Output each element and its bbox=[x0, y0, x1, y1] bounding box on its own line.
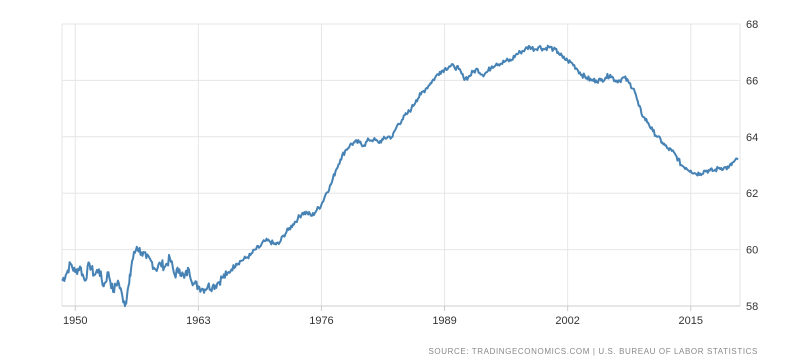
y-tick-label: 66 bbox=[746, 75, 758, 87]
x-tick-label: 1989 bbox=[432, 315, 456, 327]
series-line bbox=[61, 44, 739, 308]
y-tick-label: 64 bbox=[746, 132, 758, 144]
x-tick-label: 2002 bbox=[555, 315, 579, 327]
axes bbox=[61, 24, 741, 311]
grid bbox=[62, 23, 740, 307]
series-layer bbox=[61, 44, 739, 308]
tick-labels: 58 60 62 64 66 68 1950 1963 1976 1989 2002 2015 bbox=[63, 19, 758, 327]
x-tick-label: 1963 bbox=[186, 315, 210, 327]
y-tick-label: 68 bbox=[746, 19, 758, 31]
y-tick-label: 62 bbox=[746, 188, 758, 200]
y-tick-label: 60 bbox=[746, 245, 758, 257]
y-tick-label: 58 bbox=[746, 301, 758, 313]
x-tick-label: 2015 bbox=[679, 315, 703, 327]
x-tick-label: 1976 bbox=[309, 315, 333, 327]
source-note: SOURCE: TRADINGECONOMICS.COM | U.S. BURE… bbox=[428, 347, 758, 356]
x-tick-label: 1950 bbox=[63, 315, 87, 327]
